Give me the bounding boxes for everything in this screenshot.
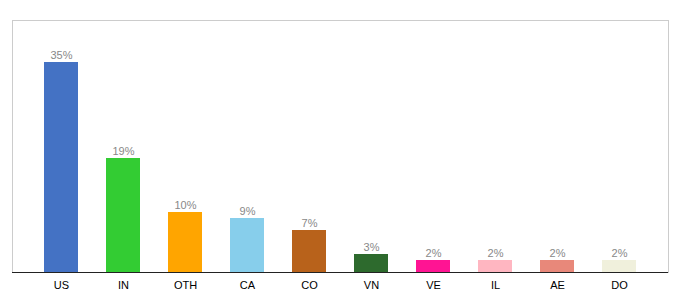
svg-text:10%: 10% <box>174 199 196 211</box>
svg-text:VN: VN <box>364 279 379 291</box>
svg-text:CA: CA <box>240 279 256 291</box>
svg-text:3%: 3% <box>364 241 380 253</box>
svg-text:2%: 2% <box>426 247 442 259</box>
svg-text:AE: AE <box>550 279 565 291</box>
svg-text:2%: 2% <box>612 247 628 259</box>
svg-text:9%: 9% <box>240 205 256 217</box>
svg-text:19%: 19% <box>112 145 134 157</box>
svg-text:35%: 35% <box>50 49 72 61</box>
svg-text:IN: IN <box>118 279 129 291</box>
svg-text:US: US <box>54 279 69 291</box>
svg-text:2%: 2% <box>550 247 566 259</box>
svg-text:OTH: OTH <box>174 279 197 291</box>
svg-text:7%: 7% <box>302 217 318 229</box>
svg-text:2%: 2% <box>488 247 504 259</box>
svg-text:VE: VE <box>426 279 441 291</box>
svg-text:DO: DO <box>611 279 628 291</box>
svg-text:IL: IL <box>491 279 500 291</box>
svg-text:CO: CO <box>301 279 318 291</box>
